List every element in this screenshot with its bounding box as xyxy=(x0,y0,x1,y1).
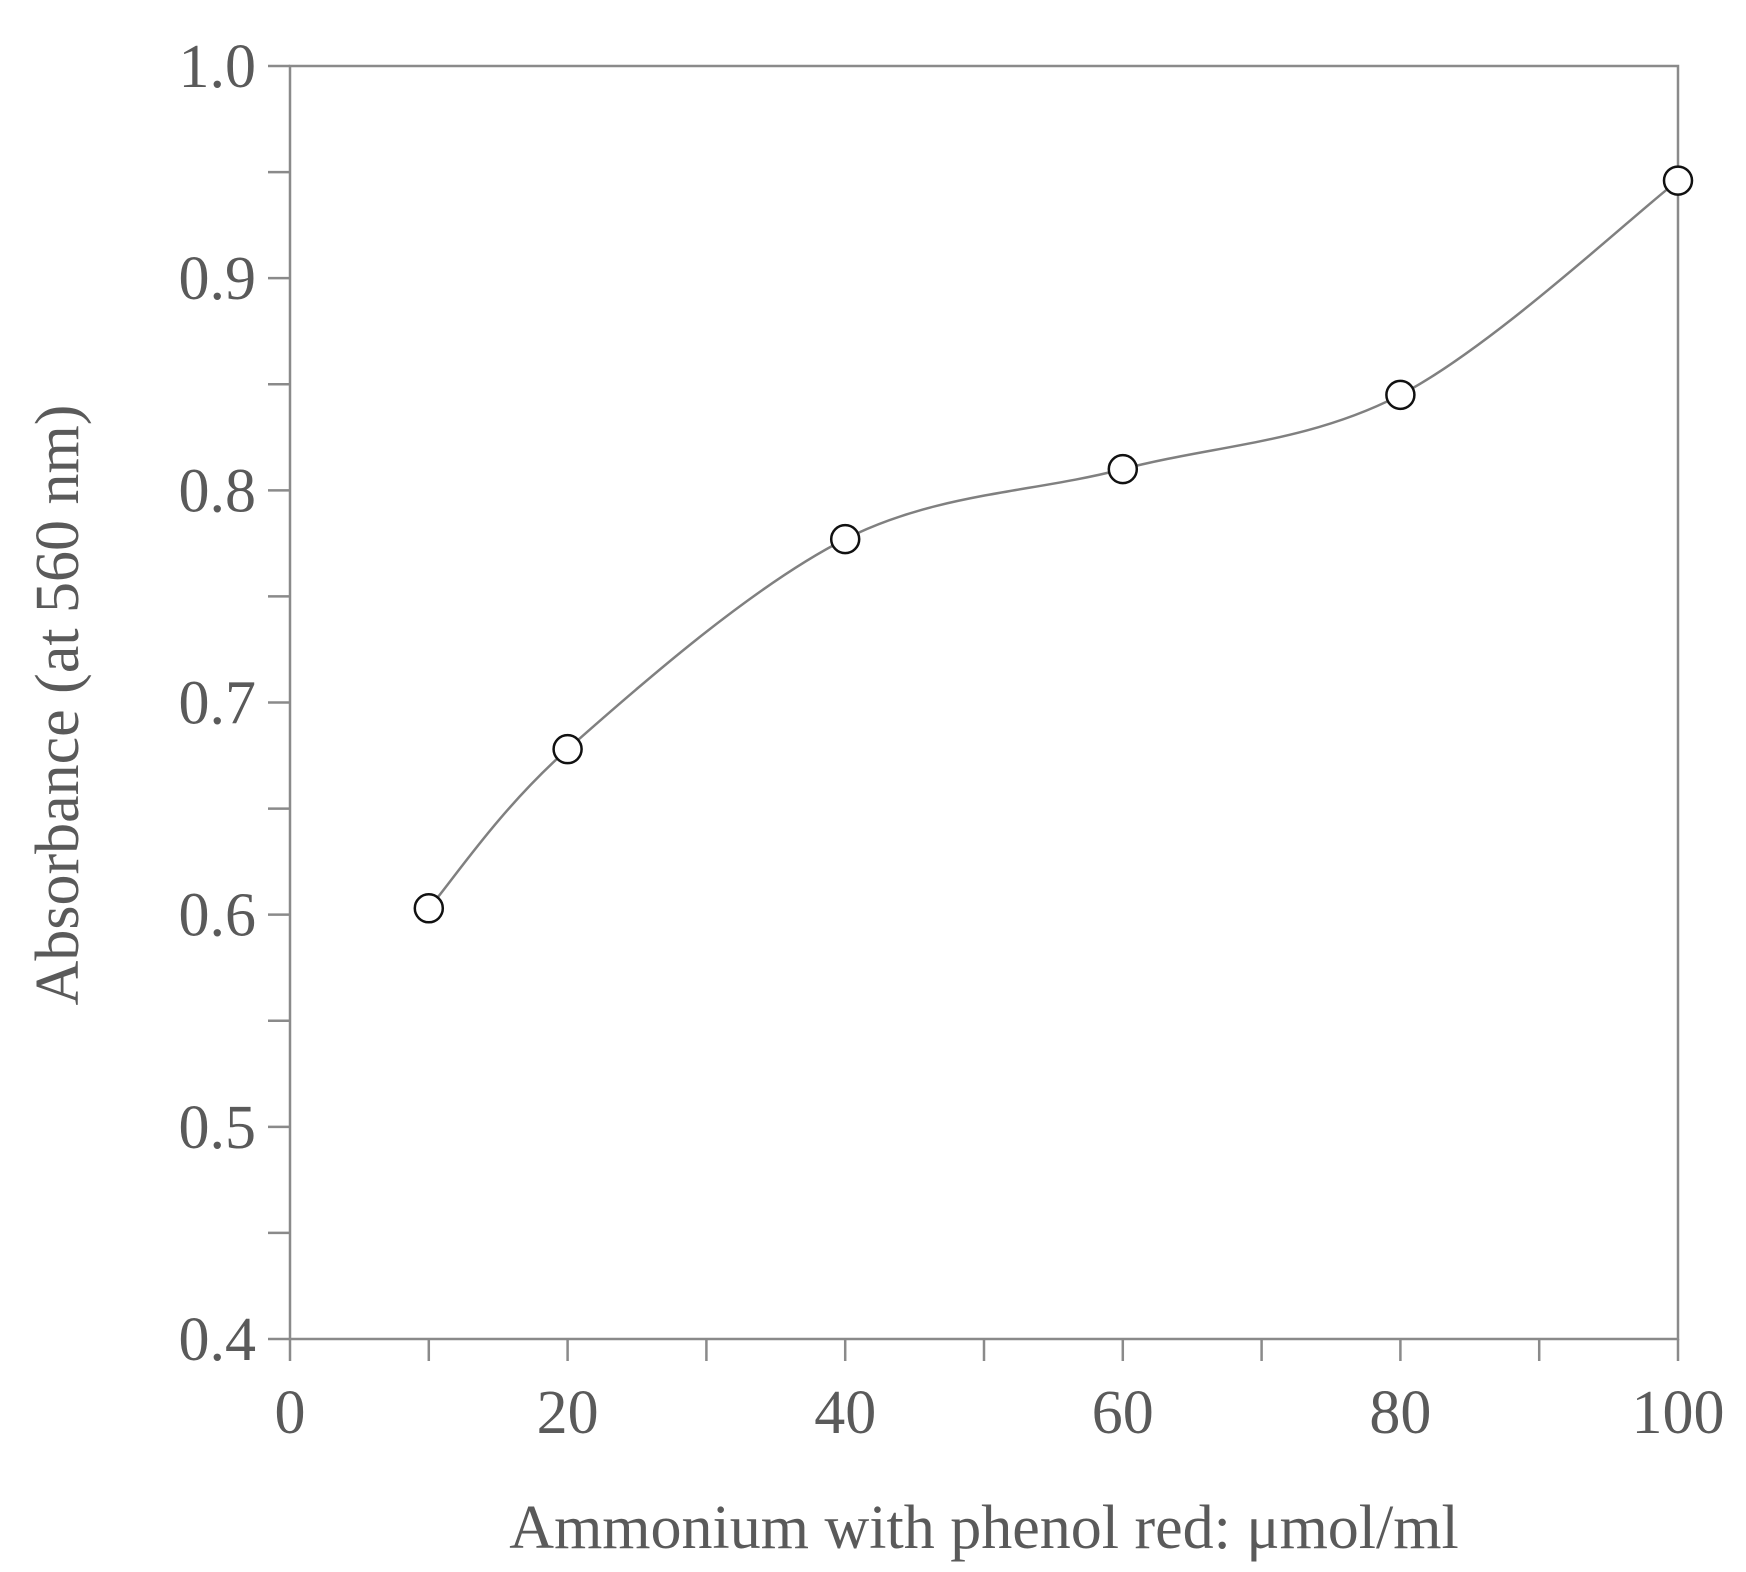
data-point xyxy=(1107,453,1139,485)
x-tick-label: 60 xyxy=(1092,1379,1154,1447)
x-tick-label: 40 xyxy=(814,1379,876,1447)
y-tick-label: 1.0 xyxy=(179,33,257,101)
series-line xyxy=(427,179,1679,910)
x-axis-tick-labels: 0 20 40 60 80 100 xyxy=(275,1379,1725,1447)
y-tick-label: 0.7 xyxy=(179,670,257,738)
y-tick-label: 0.8 xyxy=(179,457,257,525)
data-point xyxy=(1385,379,1416,411)
x-axis-title: Ammonium with phenol red: μmol/ml xyxy=(509,1494,1458,1562)
x-tick-label: 0 xyxy=(275,1379,306,1447)
data-point xyxy=(413,893,445,924)
x-tick-label: 100 xyxy=(1632,1379,1725,1447)
plot-frame xyxy=(288,64,1680,1341)
data-point xyxy=(1662,165,1694,196)
y-tick-label: 0.4 xyxy=(179,1306,257,1374)
data-point xyxy=(552,733,583,765)
y-axis-title: Absorbance (at 560 nm) xyxy=(24,405,92,1006)
y-axis-tick-labels: 0.4 0.5 0.6 0.7 0.8 0.9 1.0 xyxy=(179,33,257,1374)
x-tick-label: 80 xyxy=(1369,1379,1431,1447)
y-tick-label: 0.9 xyxy=(179,245,257,313)
data-point xyxy=(829,523,861,555)
y-tick-label: 0.6 xyxy=(179,882,257,950)
series-markers xyxy=(413,165,1694,924)
y-tick-label: 0.5 xyxy=(179,1094,257,1162)
y-axis-ticks xyxy=(268,64,290,1341)
x-tick-label: 20 xyxy=(537,1379,599,1447)
x-axis-ticks xyxy=(288,1339,1680,1361)
